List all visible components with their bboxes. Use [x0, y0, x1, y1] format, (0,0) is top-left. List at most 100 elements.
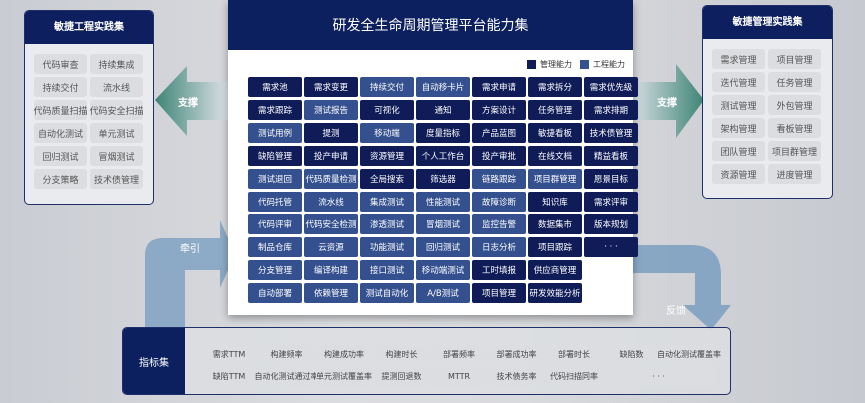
- metric-item: 自动化测试通过率: [255, 367, 319, 386]
- capability-cell[interactable]: 方案设计: [472, 99, 526, 120]
- capability-cell[interactable]: 需求申请: [472, 77, 526, 97]
- page-title: 研发全生命周期管理平台能力集: [228, 0, 633, 50]
- capability-cell[interactable]: 测试自动化: [360, 283, 414, 304]
- capability-cell[interactable]: 测试退回: [248, 168, 302, 189]
- capability-cell[interactable]: 移动端测试: [416, 260, 470, 281]
- capability-cell[interactable]: 性能测试: [416, 191, 470, 212]
- capability-cell[interactable]: 供应商管理: [528, 260, 582, 281]
- practice-item: 回归测试: [34, 146, 87, 166]
- practice-item: 外包管理: [768, 95, 821, 115]
- metric-item: 提测回退数: [373, 367, 430, 386]
- feedback-arrow-icon: [633, 245, 731, 330]
- support-label-left: 支撑: [178, 98, 198, 109]
- capability-cell[interactable]: 工时填报: [472, 260, 526, 281]
- capability-cell[interactable]: 版本规划: [584, 214, 638, 235]
- capability-cell[interactable]: 移动端: [360, 122, 414, 143]
- capability-cell[interactable]: 制品仓库: [248, 237, 302, 258]
- platform-capability-panel: 研发全生命周期管理平台能力集 管理能力 工程能力 需求池 需求变更 持续交付 自动移卡…: [228, 0, 638, 315]
- capability-cell[interactable]: 测试用例: [248, 122, 302, 143]
- practice-item: 持续集成: [90, 54, 143, 74]
- capability-cell[interactable]: 在线文档: [528, 145, 582, 166]
- practice-item: 测试管理: [712, 95, 765, 115]
- capability-cell[interactable]: 需求拆分: [528, 77, 582, 97]
- panel-title: 敏捷工程实践集: [25, 11, 153, 44]
- capability-cell[interactable]: 日志分析: [472, 237, 526, 258]
- capability-cell[interactable]: 全局搜索: [360, 168, 414, 189]
- capability-cell[interactable]: 投产申请: [304, 145, 358, 166]
- support-label-right: 支撑: [657, 98, 677, 109]
- capability-cell[interactable]: 个人工作台: [416, 145, 470, 166]
- practice-item: 任务管理: [768, 72, 821, 92]
- capability-cell[interactable]: 回归测试: [416, 237, 470, 258]
- capability-cell[interactable]: 渗透测试: [360, 214, 414, 235]
- practice-item: 项目管理: [768, 49, 821, 69]
- capability-cell[interactable]: 度量指标: [416, 122, 470, 143]
- capability-cell[interactable]: · · ·: [584, 237, 638, 258]
- capability-cell[interactable]: 代码评审: [248, 214, 302, 235]
- capability-cell[interactable]: 项目管理: [472, 283, 526, 304]
- capability-cell[interactable]: 任务管理: [528, 99, 582, 120]
- metric-item: 部署成功率: [488, 345, 545, 364]
- capability-cell[interactable]: A/B测试: [416, 283, 470, 304]
- capability-cell[interactable]: 代码托管: [248, 191, 302, 212]
- capability-cell[interactable]: 需求排期: [584, 99, 638, 120]
- practice-item: 冒烟测试: [90, 146, 143, 166]
- metrics-panel: 指标集 需求TTM 构建频率 构建成功率 构建时长 部署频率 部署成功率 部署时长 缺陷数 自动…: [122, 327, 731, 395]
- capability-cell[interactable]: 知识库: [528, 191, 582, 212]
- capability-cell[interactable]: 持续交付: [360, 77, 414, 97]
- capability-cell[interactable]: 精益看板: [584, 145, 638, 166]
- capability-cell[interactable]: 功能测试: [360, 237, 414, 258]
- capability-cell[interactable]: 项目群管理: [528, 168, 582, 189]
- capability-cell[interactable]: 缺陷管理: [248, 145, 302, 166]
- capability-cell[interactable]: 资源管理: [360, 145, 414, 166]
- metric-item: MTTR: [431, 367, 487, 386]
- capability-cell[interactable]: 代码安全检测: [304, 214, 358, 235]
- capability-cell[interactable]: 需求优先级: [584, 77, 638, 97]
- capability-cell[interactable]: 链路跟踪: [472, 168, 526, 189]
- capability-cell[interactable]: 云资源: [304, 237, 358, 258]
- capability-cell[interactable]: 筛选器: [416, 168, 470, 189]
- capability-cell[interactable]: 需求跟踪: [248, 99, 302, 120]
- practice-item: 技术债管理: [90, 169, 143, 189]
- capability-cell[interactable]: 监控告警: [472, 214, 526, 235]
- metric-item: 构建时长: [373, 345, 430, 364]
- capability-cell[interactable]: 编译构建: [304, 260, 358, 281]
- capability-cell[interactable]: 接口测试: [360, 260, 414, 281]
- capability-cell[interactable]: 提测: [304, 122, 358, 143]
- capability-cell[interactable]: 流水线: [304, 191, 358, 212]
- capability-cell[interactable]: 自动部署: [248, 283, 302, 304]
- legend-swatch-engineering: [580, 60, 589, 69]
- capability-cell[interactable]: 数据集市: [528, 214, 582, 235]
- capability-cell[interactable]: 投产审批: [472, 145, 526, 166]
- support-arrow-right-icon: [628, 64, 704, 138]
- capability-cell[interactable]: 愿景目标: [584, 168, 638, 189]
- capability-cell[interactable]: 故障诊断: [472, 191, 526, 212]
- capability-cell[interactable]: 分支管理: [248, 260, 302, 281]
- capability-cell[interactable]: 项目跟踪: [528, 237, 582, 258]
- capability-cell[interactable]: 敏捷看板: [528, 122, 582, 143]
- legend-label: 工程能力: [593, 60, 625, 69]
- capability-cell[interactable]: 需求池: [248, 77, 302, 97]
- capability-cell[interactable]: 产品蓝图: [472, 122, 526, 143]
- capability-cell[interactable]: 可视化: [360, 99, 414, 120]
- capability-cell[interactable]: 需求变更: [304, 77, 358, 97]
- capability-cell[interactable]: 需求评审: [584, 191, 638, 212]
- capability-cell[interactable]: 集成测试: [360, 191, 414, 212]
- capability-cell[interactable]: 通知: [416, 99, 470, 120]
- practice-item: 架构管理: [712, 118, 765, 138]
- capability-cell[interactable]: 研发效能分析: [528, 283, 582, 304]
- agile-engineering-panel: 敏捷工程实践集 代码审查 持续集成 持续交付 流水线 代码质量扫描 代码安全扫描 自动化测试…: [24, 10, 154, 205]
- capability-cell[interactable]: 技术债管理: [584, 122, 638, 143]
- capability-cell[interactable]: 自动移卡片: [416, 77, 470, 97]
- metric-item: 部署时长: [546, 345, 602, 364]
- practice-item: 代码审查: [34, 54, 87, 74]
- capability-cell[interactable]: 依赖管理: [304, 283, 358, 304]
- capability-cell[interactable]: 代码质量检测: [304, 168, 358, 189]
- metric-item: 自动化测试覆盖率: [657, 345, 721, 364]
- metric-item: 部署频率: [431, 345, 487, 364]
- feedback-label: 反馈: [666, 306, 686, 317]
- capability-cell[interactable]: 冒烟测试: [416, 214, 470, 235]
- metric-item: 代码扫描同率: [546, 367, 602, 386]
- practice-item: 自动化测试: [34, 123, 87, 143]
- capability-cell[interactable]: 测试报告: [304, 99, 358, 120]
